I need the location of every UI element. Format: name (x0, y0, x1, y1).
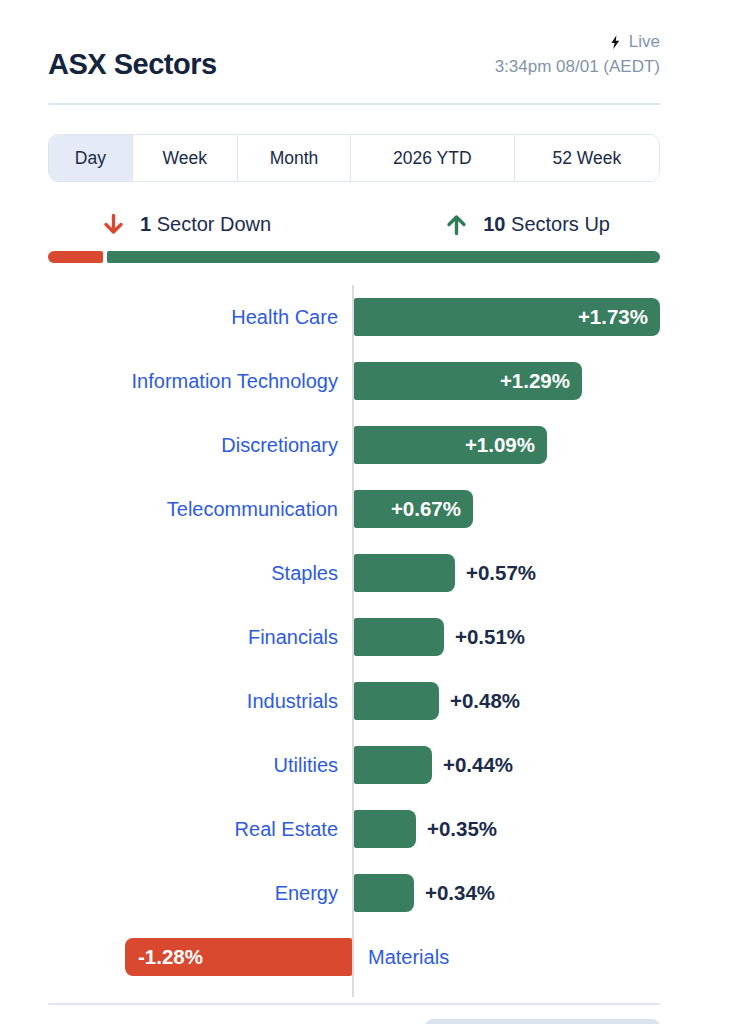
bar-discretionary[interactable]: +1.09% (354, 426, 547, 464)
tab-52-week[interactable]: 52 Week (515, 135, 659, 181)
live-row: Live (495, 30, 660, 55)
ratio-bar-down-segment (48, 251, 103, 263)
value-label-materials: -1.28% (138, 945, 203, 969)
label-zone: Utilities (48, 754, 352, 777)
value-label-utilities: +0.44% (443, 753, 513, 777)
chart-row-real-estate: Real Estate +0.35% (48, 797, 660, 861)
bar-real-estate[interactable] (354, 810, 416, 848)
bar-zone: +0.44% (352, 746, 660, 784)
chart-row-health-care: Health Care +1.73% (48, 285, 660, 349)
sector-label-staples[interactable]: Staples (271, 562, 338, 585)
up-arrow-icon (443, 211, 470, 238)
sector-label-telecommunication[interactable]: Telecommunication (167, 498, 338, 521)
bar-zone: Materials (352, 946, 660, 969)
sector-bar-chart: Health Care +1.73% Information Technology +… (48, 285, 660, 997)
bar-utilities[interactable] (354, 746, 432, 784)
value-label-industrials: +0.48% (450, 689, 520, 713)
chart-row-industrials: Industrials +0.48% (48, 669, 660, 733)
sector-label-information-technology[interactable]: Information Technology (132, 370, 338, 393)
bar-zone: +0.51% (352, 618, 660, 656)
label-zone: Health Care (48, 306, 352, 329)
chart-row-information-technology: Information Technology +1.29% (48, 349, 660, 413)
label-zone: Financials (48, 626, 352, 649)
sectors-down-label: Sector Down (157, 213, 272, 235)
bar-financials[interactable] (354, 618, 444, 656)
period-tabbar: DayWeekMonth2026 YTD52 Week (48, 134, 660, 182)
sector-label-industrials[interactable]: Industrials (247, 690, 338, 713)
label-zone: -1.28% (48, 938, 352, 976)
chart-row-discretionary: Discretionary +1.09% (48, 413, 660, 477)
label-zone: Telecommunication (48, 498, 352, 521)
sectors-up-text: 10 Sectors Up (483, 213, 610, 236)
bar-zone: +1.09% (352, 426, 660, 464)
sector-label-financials[interactable]: Financials (248, 626, 338, 649)
live-label: Live (629, 30, 660, 55)
label-zone: Industrials (48, 690, 352, 713)
bar-zone: +0.34% (352, 874, 660, 912)
chart-row-staples: Staples +0.57% (48, 541, 660, 605)
label-zone: Staples (48, 562, 352, 585)
bar-zone: +1.73% (352, 298, 660, 336)
bar-health-care[interactable]: +1.73% (354, 298, 660, 336)
bar-information-technology[interactable]: +1.29% (354, 362, 582, 400)
up-down-ratio-bar (48, 251, 660, 263)
page-title: ASX Sectors (48, 30, 217, 81)
widget: ASX Sectors Live 3:34pm 08/01 (AEDT) Day… (48, 0, 660, 1005)
sector-label-energy[interactable]: Energy (275, 882, 338, 905)
live-block: Live 3:34pm 08/01 (AEDT) (495, 30, 660, 79)
sectors-down-text: 1 Sector Down (140, 213, 271, 236)
chart-row-telecommunication: Telecommunication +0.67% (48, 477, 660, 541)
chart-row-utilities: Utilities +0.44% (48, 733, 660, 797)
chart-row-materials: -1.28% Materials (48, 925, 660, 989)
value-label-discretionary: +1.09% (465, 433, 535, 457)
sectors-down-summary: 1 Sector Down (100, 211, 271, 238)
bar-zone: +0.67% (352, 490, 660, 528)
sector-label-materials[interactable]: Materials (368, 946, 449, 969)
value-label-staples: +0.57% (466, 561, 536, 585)
bar-staples[interactable] (354, 554, 455, 592)
value-label-energy: +0.34% (425, 881, 495, 905)
label-zone: Discretionary (48, 434, 352, 457)
chart-row-financials: Financials +0.51% (48, 605, 660, 669)
value-label-information-technology: +1.29% (500, 369, 570, 393)
tab-month[interactable]: Month (238, 135, 351, 181)
bar-telecommunication[interactable]: +0.67% (354, 490, 473, 528)
sector-label-real-estate[interactable]: Real Estate (235, 818, 338, 841)
bar-zone: +0.57% (352, 554, 660, 592)
value-label-financials: +0.51% (455, 625, 525, 649)
bar-zone: +1.29% (352, 362, 660, 400)
sector-label-discretionary[interactable]: Discretionary (221, 434, 338, 457)
bar-zone: +0.35% (352, 810, 660, 848)
sectors-down-count: 1 (140, 213, 151, 235)
sector-label-health-care[interactable]: Health Care (231, 306, 338, 329)
label-zone: Real Estate (48, 818, 352, 841)
down-arrow-icon (100, 211, 127, 238)
sectors-up-count: 10 (483, 213, 505, 235)
tab-2026-ytd[interactable]: 2026 YTD (351, 135, 514, 181)
sector-label-utilities[interactable]: Utilities (274, 754, 338, 777)
bar-materials[interactable]: -1.28% (125, 938, 352, 976)
value-label-health-care: +1.73% (578, 305, 648, 329)
timestamp: 3:34pm 08/01 (AEDT) (495, 55, 660, 80)
bar-energy[interactable] (354, 874, 414, 912)
ratio-bar-up-segment (107, 251, 660, 263)
chart-row-energy: Energy +0.34% (48, 861, 660, 925)
header-divider (48, 103, 660, 105)
bottom-divider (48, 1003, 660, 1005)
bar-zone: +0.48% (352, 682, 660, 720)
value-label-real-estate: +0.35% (427, 817, 497, 841)
partial-button-bottom[interactable] (425, 1019, 660, 1024)
summary-row: 1 Sector Down 10 Sectors Up (48, 206, 660, 242)
tab-week[interactable]: Week (133, 135, 238, 181)
label-zone: Information Technology (48, 370, 352, 393)
sectors-up-summary: 10 Sectors Up (443, 211, 610, 238)
lightning-bolt-icon (608, 33, 623, 51)
sectors-up-label: Sectors Up (511, 213, 610, 235)
tab-day[interactable]: Day (49, 135, 133, 181)
header: ASX Sectors Live 3:34pm 08/01 (AEDT) (48, 0, 660, 81)
label-zone: Energy (48, 882, 352, 905)
bar-industrials[interactable] (354, 682, 439, 720)
value-label-telecommunication: +0.67% (391, 497, 461, 521)
